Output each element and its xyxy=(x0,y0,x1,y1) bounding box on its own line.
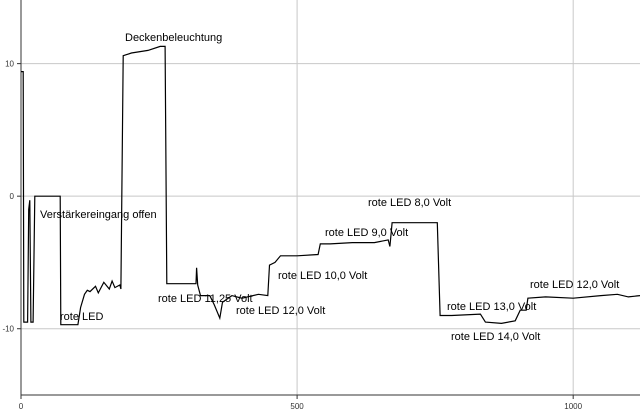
annotation: rote LED 11,25 Volt xyxy=(158,293,253,305)
annotation: Deckenbeleuchtung xyxy=(125,32,222,44)
annotation: rote LED 8,0 Volt xyxy=(368,197,451,209)
annotation: rote LED 10,0 Volt xyxy=(278,270,367,282)
annotation: rote LED xyxy=(60,311,103,323)
annotation: rote LED 14,0 Volt xyxy=(451,331,540,343)
x-tick-label: 0 xyxy=(19,402,24,411)
annotation: rote LED 9,0 Volt xyxy=(325,227,408,239)
y-tick-label: -10 xyxy=(2,325,14,334)
y-tick-label: 10 xyxy=(5,60,14,69)
annotation: Verstärkereingang offen xyxy=(40,209,157,221)
x-tick-label: 500 xyxy=(290,402,304,411)
annotation: rote LED 13,0 Volt xyxy=(447,301,536,313)
annotation: rote LED 12,0 Volt xyxy=(530,279,619,291)
y-tick-label: 0 xyxy=(10,192,15,201)
annotation: rote LED 12,0 Volt xyxy=(236,305,325,317)
line xyxy=(21,45,640,326)
x-tick-label: 1000 xyxy=(564,402,582,411)
